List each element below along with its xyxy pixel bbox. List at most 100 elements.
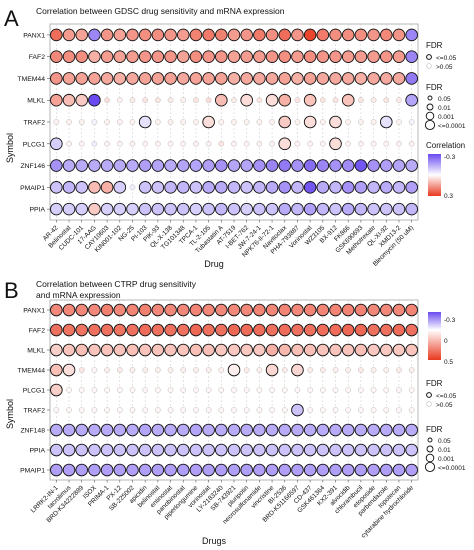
panel-a-point — [294, 140, 301, 147]
panel-b-point — [88, 423, 101, 437]
panel-a-row-label: PANX1 — [23, 32, 45, 39]
panel-b-point — [202, 463, 215, 477]
panel-b-size-legend-symbol — [425, 453, 435, 463]
panel-b-point — [405, 443, 418, 457]
panel-b-point — [104, 387, 110, 393]
panel-b-point — [62, 303, 76, 317]
panel-b-point — [354, 303, 368, 317]
panel-b-point — [408, 367, 415, 373]
panel-a-point — [354, 181, 368, 194]
panel-b-point — [167, 407, 174, 413]
panel-a-point — [62, 181, 76, 194]
panel-a-point — [240, 159, 253, 172]
panel-b-point — [62, 343, 76, 357]
panel-b-point — [265, 363, 279, 377]
panel-b-point — [75, 303, 89, 317]
panel-a-point — [278, 115, 292, 129]
panel-a-point — [392, 202, 406, 216]
panel-b-point — [243, 407, 250, 413]
panel-b-point — [193, 407, 199, 413]
panel-a-point — [50, 72, 63, 85]
panel-b-point — [88, 443, 101, 457]
panel-a-point — [278, 28, 292, 42]
panel-b-point — [278, 343, 292, 357]
panel-a-point — [396, 97, 402, 104]
panel-b-point — [50, 443, 63, 457]
panel-b-point — [215, 463, 228, 477]
panel-b-point — [215, 443, 228, 457]
panel-a-point — [253, 159, 266, 172]
panel-a-size-legend-symbol — [427, 95, 433, 101]
panel-a-point — [113, 28, 127, 42]
panel-b-point — [189, 303, 203, 317]
panel-a-point — [329, 137, 342, 151]
panel-a-point — [278, 202, 292, 216]
panel-b-point — [269, 407, 275, 413]
panel-b-point — [396, 387, 402, 393]
panel-b-point — [278, 443, 292, 457]
panel-b-point — [218, 387, 225, 393]
panel-b-point — [316, 423, 330, 437]
panel-a-row-label: PPIA — [30, 207, 46, 214]
panel-a-point — [367, 50, 380, 63]
panel-a-point — [303, 202, 317, 216]
panel-a-point — [392, 72, 406, 85]
panel-a-point — [202, 72, 215, 85]
panel-a-point — [151, 181, 165, 194]
panel-a-point — [408, 140, 415, 147]
panel-a-point — [370, 97, 377, 104]
panel-b-point — [164, 343, 177, 357]
panel-a-point — [329, 159, 342, 172]
panel-b-point — [164, 443, 177, 457]
panel-a-point — [269, 119, 275, 125]
panel-b-point — [126, 303, 139, 317]
panel-a-point — [129, 97, 136, 104]
panel-b-point — [138, 423, 152, 437]
panel-a-point — [100, 159, 114, 172]
panel-b-point — [189, 423, 203, 437]
panel-a-point — [307, 140, 313, 147]
panel-b-point — [113, 423, 127, 437]
panel-a-point — [164, 50, 177, 63]
panel-b-point — [329, 303, 342, 317]
panel-a-point — [75, 93, 89, 107]
panel-a-fdr-legend-symbol — [426, 63, 432, 69]
panel-a-point — [278, 50, 292, 63]
panel-b-point — [100, 463, 114, 477]
panel-b-point — [405, 303, 418, 317]
panel-a-point — [62, 72, 76, 85]
panel-a-point — [319, 97, 326, 104]
panel-a-point — [278, 137, 292, 151]
panel-a-point — [138, 72, 152, 85]
panel-a-point — [176, 202, 190, 216]
panel-a-point — [392, 159, 406, 172]
panel-a-row-label: ZNF146 — [20, 163, 45, 170]
panel-a-point — [303, 115, 317, 129]
panel-a-point — [379, 202, 393, 216]
panel-b-point — [129, 367, 136, 373]
panel-b-fdr-legend-item-2: >0.05 — [436, 402, 453, 409]
panel-b-point — [354, 323, 368, 337]
panel-a-point — [383, 97, 390, 104]
panel-a-point — [256, 97, 263, 104]
panel-b-point — [88, 463, 101, 477]
panel-a-point — [138, 115, 152, 129]
panel-b-point — [189, 463, 203, 477]
panel-a-point — [116, 140, 123, 147]
panel-b-point — [78, 387, 85, 393]
panel-a-point — [316, 159, 330, 172]
panel-a-point — [303, 72, 317, 85]
panel-b-point — [205, 367, 212, 373]
panel-a-point — [392, 181, 406, 194]
panel-a-point — [189, 72, 203, 85]
panel-b-point — [189, 443, 203, 457]
panel-a-point — [329, 181, 342, 194]
panel-a-point — [291, 181, 304, 194]
panel-b-point — [126, 463, 139, 477]
panel-b-point — [176, 323, 190, 337]
panel-a-point — [408, 119, 415, 125]
panel-a-point — [240, 28, 253, 42]
panel-a-color-tick-low: -0.3 — [444, 154, 456, 161]
panel-b-color-tick-low: -0.3 — [444, 317, 456, 324]
panel-a-point — [129, 119, 136, 125]
